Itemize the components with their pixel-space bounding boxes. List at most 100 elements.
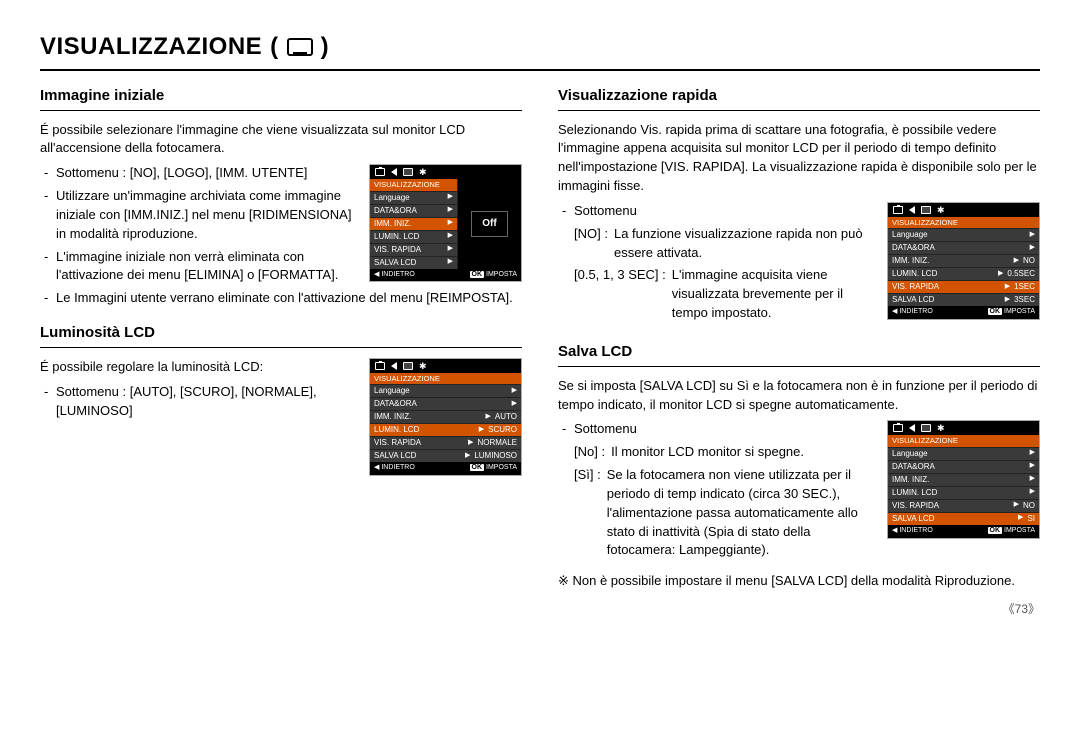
- bullet: L'immagine iniziale non verrà eliminata …: [40, 248, 355, 286]
- camera-icon: [893, 206, 903, 214]
- lcd-foot-back: INDIETRO: [892, 527, 933, 536]
- def-val: Il monitor LCD monitor si spegne.: [611, 443, 873, 462]
- lcd-preview-panel: Off: [457, 179, 521, 268]
- gear-icon: ✱: [419, 362, 429, 370]
- menu-value: 0.5SEC: [1003, 269, 1035, 279]
- menu-item: DATA&ORA: [892, 462, 1027, 472]
- menu-value: LUMINOSO: [470, 451, 517, 461]
- menu-value: NORMALE: [473, 438, 517, 448]
- menu-item: VIS. RAPIDA: [374, 438, 465, 448]
- menu-item: LUMIN. LCD: [892, 488, 1027, 498]
- bullet-list: Sottomenu : [NO], [LOGO], [IMM. UTENTE] …: [40, 164, 355, 285]
- section-head-vis-rapida: Visualizzazione rapida: [558, 85, 1040, 111]
- menu-value: 1SEC: [1010, 282, 1035, 292]
- menu-item: DATA&ORA: [374, 399, 509, 409]
- intro-text: Selezionando Vis. rapida prima di scatta…: [558, 121, 1040, 196]
- bullet: Sottomenu : [NO], [LOGO], [IMM. UTENTE]: [40, 164, 355, 183]
- menu-item: Language: [374, 193, 445, 203]
- menu-item: DATA&ORA: [374, 206, 445, 216]
- gear-icon: ✱: [937, 206, 947, 214]
- left-column: Immagine iniziale É possibile selezionar…: [40, 85, 522, 591]
- intro-text: Se si imposta [SALVA LCD] su Sì e la fot…: [558, 377, 1040, 415]
- lcd-screenshot-salva-lcd: ✱ VISUALIZZAZIONE Language▶ DATA&ORA▶ IM…: [887, 420, 1040, 538]
- camera-icon: [375, 168, 385, 176]
- display-tab-icon: [921, 206, 931, 214]
- menu-value: SI: [1023, 514, 1035, 524]
- menu-item: IMM. INIZ.: [374, 412, 483, 422]
- menu-value: SCURO: [484, 425, 517, 435]
- menu-item: Language: [374, 386, 509, 396]
- display-icon: [287, 38, 313, 56]
- display-tab-icon: [403, 362, 413, 370]
- def-key: [Sì]: [574, 466, 601, 560]
- lcd-foot-ok: OKIMPOSTA: [470, 271, 517, 280]
- def-val: Se la fotocamera non viene utilizzata pe…: [607, 466, 873, 560]
- off-label: Off: [471, 211, 507, 238]
- page-title: VISUALIZZAZIONE ( ): [40, 30, 1040, 65]
- intro-text: É possibile selezionare l'immagine che v…: [40, 121, 522, 159]
- intro-text: É possibile regolare la luminosità LCD:: [40, 358, 355, 377]
- menu-item: Language: [892, 230, 1027, 240]
- def-val: L'immagine acquisita viene visualizzata …: [672, 266, 873, 323]
- menu-item-selected: SALVA LCD: [892, 514, 1015, 524]
- bullet: Sottomenu: [558, 420, 873, 439]
- bullet: Sottomenu: [558, 202, 873, 221]
- lcd-menu-head: VISUALIZZAZIONE: [370, 373, 521, 384]
- section-head-salva-lcd: Salva LCD: [558, 341, 1040, 367]
- lcd-tab-bar: ✱: [370, 165, 521, 179]
- def-key: [NO]: [574, 225, 608, 263]
- display-tab-icon: [921, 424, 931, 432]
- lcd-foot-back: INDIETRO: [374, 271, 415, 280]
- def-val: La funzione visualizzazione rapida non p…: [614, 225, 873, 263]
- camera-icon: [375, 362, 385, 370]
- menu-value: NO: [1019, 501, 1035, 511]
- def-key: [0.5, 1, 3 SEC]: [574, 266, 666, 323]
- lcd-screenshot-vis-rapida: ✱ VISUALIZZAZIONE Language▶ DATA&ORA▶ IM…: [887, 202, 1040, 320]
- menu-item: IMM. INIZ.: [892, 475, 1027, 485]
- lcd-menu-head: VISUALIZZAZIONE: [370, 179, 457, 190]
- right-column: Visualizzazione rapida Selezionando Vis.…: [558, 85, 1040, 591]
- display-tab-icon: [403, 168, 413, 176]
- menu-item: SALVA LCD: [374, 451, 462, 461]
- menu-item-selected: LUMIN. LCD: [374, 425, 476, 435]
- bullet: Le Immagini utente verrano eliminate con…: [40, 289, 522, 308]
- menu-item: LUMIN. LCD: [374, 232, 445, 242]
- note-text: ※ Non è possibile impostare il menu [SAL…: [558, 572, 1040, 591]
- lcd-screenshot-imm-iniz: ✱ VISUALIZZAZIONE Language▶ DATA&ORA▶ IM…: [369, 164, 522, 282]
- gear-icon: ✱: [419, 168, 429, 176]
- speaker-icon: [909, 424, 915, 432]
- lcd-foot-ok: OKIMPOSTA: [988, 308, 1035, 317]
- speaker-icon: [909, 206, 915, 214]
- lcd-foot-ok: OKIMPOSTA: [470, 464, 517, 473]
- def-key: [No]: [574, 443, 605, 462]
- lcd-foot-back: INDIETRO: [892, 308, 933, 317]
- menu-value: 3SEC: [1010, 295, 1035, 305]
- menu-item: SALVA LCD: [374, 258, 445, 268]
- page-number: 《73》: [40, 601, 1040, 618]
- bullet: Utilizzare un'immagine archiviata come i…: [40, 187, 355, 244]
- camera-icon: [893, 424, 903, 432]
- bullet-list: Sottomenu: [558, 420, 873, 439]
- menu-value: AUTO: [491, 412, 517, 422]
- menu-item: VIS. RAPIDA: [892, 501, 1011, 511]
- lcd-foot-back: INDIETRO: [374, 464, 415, 473]
- menu-item-selected: VIS. RAPIDA: [892, 282, 1002, 292]
- section-head-luminosita: Luminosità LCD: [40, 322, 522, 348]
- lcd-foot-ok: OKIMPOSTA: [988, 527, 1035, 536]
- speaker-icon: [391, 168, 397, 176]
- menu-item: LUMIN. LCD: [892, 269, 995, 279]
- lcd-screenshot-luminosita: ✱ VISUALIZZAZIONE Language▶ DATA&ORA▶ IM…: [369, 358, 522, 476]
- bullet-list: Sottomenu: [558, 202, 873, 221]
- bullet-list: Sottomenu : [AUTO], [SCURO], [NORMALE], …: [40, 383, 355, 421]
- menu-item-selected: IMM. INIZ.: [374, 219, 445, 229]
- page-title-text: VISUALIZZAZIONE: [40, 30, 262, 65]
- gear-icon: ✱: [937, 424, 947, 432]
- lcd-menu-head: VISUALIZZAZIONE: [888, 217, 1039, 228]
- menu-item: SALVA LCD: [892, 295, 1002, 305]
- lcd-menu-head: VISUALIZZAZIONE: [888, 435, 1039, 446]
- section-head-immagine-iniziale: Immagine iniziale: [40, 85, 522, 111]
- menu-item: IMM. INIZ.: [892, 256, 1011, 266]
- title-rule: [40, 69, 1040, 71]
- menu-item: VIS. RAPIDA: [374, 245, 445, 255]
- menu-value: NO: [1019, 256, 1035, 266]
